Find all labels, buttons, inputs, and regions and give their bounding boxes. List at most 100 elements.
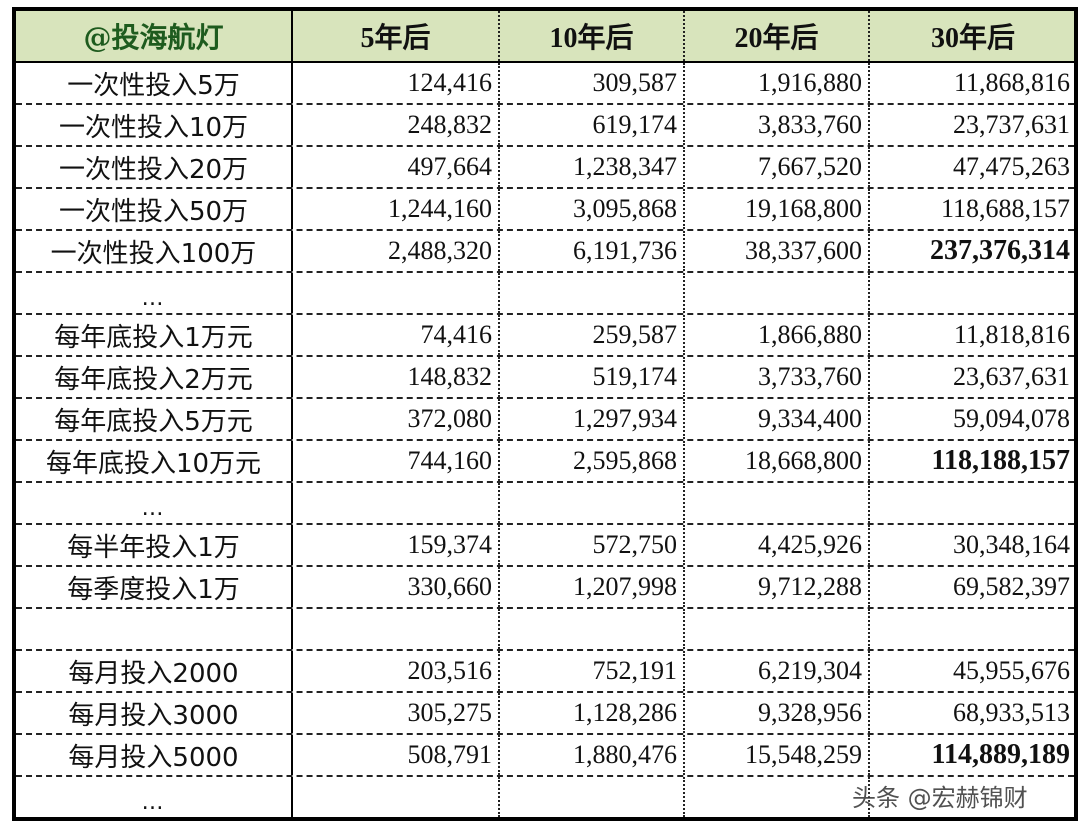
value-30-years: 23,737,631 xyxy=(953,110,1070,139)
value-20-years: 3,833,760 xyxy=(685,105,870,145)
value-5-years: 372,080 xyxy=(293,399,500,439)
header-20-years: 20年后 xyxy=(685,11,870,61)
value-10-years: 1,238,347 xyxy=(500,147,685,187)
value-5-years: 497,664 xyxy=(293,147,500,187)
value-5-years: 508,791 xyxy=(293,735,500,775)
table-row: 每年底投入5万元 372,080 1,297,934 9,334,400 59,094,… xyxy=(16,397,1074,439)
row-label: … xyxy=(16,483,293,523)
header-5-years: 5年后 xyxy=(293,11,500,61)
row-label: 一次性投入20万 xyxy=(16,147,293,187)
value-20-years: 9,328,956 xyxy=(685,693,870,733)
value-10-years xyxy=(500,777,685,817)
value-20-years: 9,712,288 xyxy=(685,567,870,607)
value-10-years: 752,191 xyxy=(500,651,685,691)
table-row xyxy=(16,607,1074,649)
value-30-years: 30,348,164 xyxy=(953,530,1070,559)
table-row: 每季度投入1万 330,660 1,207,998 9,712,288 69,582,3… xyxy=(16,565,1074,607)
value-5-years: 744,160 xyxy=(293,441,500,481)
value-30-years xyxy=(870,273,1074,313)
value-30-years: 237,376,314 xyxy=(930,235,1070,266)
value-10-years: 259,587 xyxy=(500,315,685,355)
value-30-years xyxy=(870,483,1074,523)
value-10-years: 3,095,868 xyxy=(500,189,685,229)
value-10-years: 572,750 xyxy=(500,525,685,565)
row-label: 每年底投入2万元 xyxy=(16,357,293,397)
row-label: 每月投入3000 xyxy=(16,693,293,733)
table-row: 一次性投入100万 2,488,320 6,191,736 38,337,600 237… xyxy=(16,229,1074,271)
value-20-years: 18,668,800 xyxy=(685,441,870,481)
value-10-years: 1,880,476 xyxy=(500,735,685,775)
value-30-years: 118,188,157 xyxy=(931,445,1070,476)
row-label: 每年底投入5万元 xyxy=(16,399,293,439)
value-20-years: 1,866,880 xyxy=(685,315,870,355)
row-label: 每年底投入1万元 xyxy=(16,315,293,355)
value-30-years: 11,818,816 xyxy=(953,320,1070,349)
value-5-years xyxy=(293,777,500,817)
value-10-years: 2,595,868 xyxy=(500,441,685,481)
table-row: … xyxy=(16,481,1074,523)
value-5-years: 2,488,320 xyxy=(293,231,500,271)
table-header-row: @投海航灯 5年后 10年后 20年后 30年后 xyxy=(16,11,1074,61)
value-5-years: 305,275 xyxy=(293,693,500,733)
row-label: 一次性投入10万 xyxy=(16,105,293,145)
value-20-years: 9,334,400 xyxy=(685,399,870,439)
header-10-years: 10年后 xyxy=(500,11,685,61)
table-row: 一次性投入20万 497,664 1,238,347 7,667,520 47,475,… xyxy=(16,145,1074,187)
row-label: 一次性投入100万 xyxy=(16,231,293,271)
table-row: 每年底投入2万元 148,832 519,174 3,733,760 23,637,63… xyxy=(16,355,1074,397)
value-30-years: 68,933,513 xyxy=(953,698,1070,727)
value-20-years xyxy=(685,609,870,649)
row-label xyxy=(16,609,293,649)
value-20-years: 6,219,304 xyxy=(685,651,870,691)
value-10-years: 1,207,998 xyxy=(500,567,685,607)
value-10-years: 519,174 xyxy=(500,357,685,397)
value-10-years: 1,297,934 xyxy=(500,399,685,439)
value-10-years xyxy=(500,609,685,649)
row-label: 每年底投入10万元 xyxy=(16,441,293,481)
value-5-years: 159,374 xyxy=(293,525,500,565)
header-30-years: 30年后 xyxy=(930,23,1015,54)
value-5-years: 148,832 xyxy=(293,357,500,397)
row-label: 每半年投入1万 xyxy=(16,525,293,565)
value-5-years xyxy=(293,273,500,313)
row-label: … xyxy=(16,273,293,313)
watermark: 头条 @宏赫锦财 xyxy=(852,784,1028,812)
value-10-years: 619,174 xyxy=(500,105,685,145)
value-10-years: 309,587 xyxy=(500,63,685,103)
table-row: 每半年投入1万 159,374 572,750 4,425,926 30,348,164 xyxy=(16,523,1074,565)
value-30-years: 45,955,676 xyxy=(953,656,1070,685)
value-20-years: 19,168,800 xyxy=(685,189,870,229)
header-brand: @投海航灯 xyxy=(16,11,293,61)
value-5-years: 74,416 xyxy=(293,315,500,355)
value-20-years: 38,337,600 xyxy=(685,231,870,271)
row-label: 一次性投入5万 xyxy=(16,63,293,103)
value-20-years xyxy=(685,273,870,313)
table-row: 每月投入5000 508,791 1,880,476 15,548,259 114,88… xyxy=(16,733,1074,775)
table-row: 每年底投入10万元 744,160 2,595,868 18,668,800 118,1… xyxy=(16,439,1074,481)
investment-growth-table: @投海航灯 5年后 10年后 20年后 30年后 一次性投入5万 124,416 3… xyxy=(12,7,1078,821)
value-20-years: 15,548,259 xyxy=(685,735,870,775)
value-5-years: 330,660 xyxy=(293,567,500,607)
value-20-years: 1,916,880 xyxy=(685,63,870,103)
value-20-years: 3,733,760 xyxy=(685,357,870,397)
value-30-years: 23,637,631 xyxy=(953,362,1070,391)
row-label: 一次性投入50万 xyxy=(16,189,293,229)
value-5-years: 203,516 xyxy=(293,651,500,691)
table-body: 一次性投入5万 124,416 309,587 1,916,880 11,868,816… xyxy=(16,61,1074,817)
value-5-years: 1,244,160 xyxy=(293,189,500,229)
row-label: 每月投入5000 xyxy=(16,735,293,775)
value-30-years: 11,868,816 xyxy=(953,68,1070,97)
value-5-years: 124,416 xyxy=(293,63,500,103)
value-30-years: 59,094,078 xyxy=(953,404,1070,433)
value-20-years: 7,667,520 xyxy=(685,147,870,187)
table-row: 每月投入2000 203,516 752,191 6,219,304 45,955,67… xyxy=(16,649,1074,691)
table-row: 一次性投入5万 124,416 309,587 1,916,880 11,868,816 xyxy=(16,61,1074,103)
value-5-years: 248,832 xyxy=(293,105,500,145)
row-label: 每季度投入1万 xyxy=(16,567,293,607)
value-10-years xyxy=(500,273,685,313)
value-10-years: 6,191,736 xyxy=(500,231,685,271)
value-30-years: 118,688,157 xyxy=(940,194,1070,223)
value-10-years xyxy=(500,483,685,523)
value-5-years xyxy=(293,609,500,649)
value-5-years xyxy=(293,483,500,523)
